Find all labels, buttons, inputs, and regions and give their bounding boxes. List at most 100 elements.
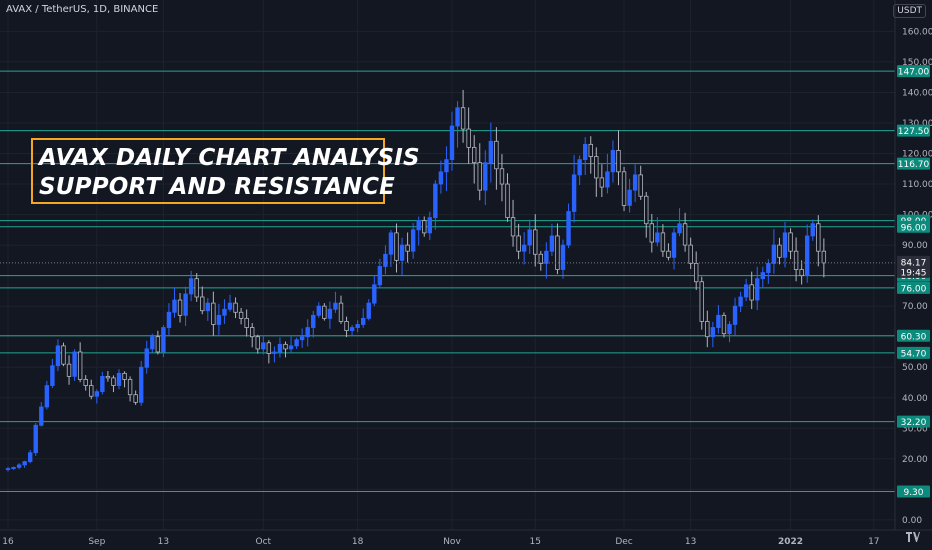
time-axis[interactable]: 16Sep13Oct18Nov15Dec13202217Feb14 bbox=[2, 537, 932, 547]
candle-body bbox=[455, 107, 460, 127]
level-badge-label: 96.00 bbox=[901, 223, 927, 233]
candle-body bbox=[638, 174, 643, 197]
candle-body bbox=[205, 302, 210, 312]
candle bbox=[72, 349, 77, 382]
candle bbox=[549, 223, 555, 256]
candle-body bbox=[499, 168, 505, 185]
price-tick-label: 150.00 bbox=[902, 58, 932, 68]
candle bbox=[721, 312, 727, 338]
candle bbox=[444, 146, 449, 192]
level-badge bbox=[897, 329, 930, 342]
candle bbox=[39, 402, 44, 427]
candle bbox=[216, 303, 222, 335]
candle-body bbox=[144, 348, 149, 368]
candle bbox=[566, 203, 571, 249]
candle bbox=[810, 219, 815, 241]
candle-body bbox=[283, 343, 288, 350]
candle bbox=[322, 303, 327, 321]
candle bbox=[638, 165, 643, 200]
candle-body bbox=[460, 107, 466, 130]
candle bbox=[244, 309, 249, 337]
candle-body bbox=[682, 223, 688, 246]
candle-body bbox=[27, 452, 33, 462]
candle-body bbox=[316, 305, 321, 316]
time-tick-label: Nov bbox=[443, 537, 461, 547]
candle bbox=[394, 223, 399, 273]
candle-body bbox=[322, 305, 327, 319]
candle bbox=[133, 390, 138, 405]
candle bbox=[288, 336, 294, 353]
candle bbox=[277, 337, 283, 358]
price-tick-label: 120.00 bbox=[902, 150, 932, 160]
candle bbox=[710, 321, 716, 348]
candle-body bbox=[766, 263, 771, 273]
candle bbox=[727, 321, 732, 343]
time-tick-label: Oct bbox=[256, 537, 272, 547]
candle-body bbox=[544, 250, 549, 264]
candle bbox=[105, 371, 111, 382]
candle bbox=[571, 154, 577, 223]
candle bbox=[50, 358, 55, 388]
candle bbox=[305, 319, 310, 347]
candle bbox=[100, 371, 105, 395]
level-badges: 147.00127.50116.7098.0096.0080.0076.0060… bbox=[897, 65, 930, 498]
candle-body bbox=[549, 235, 555, 252]
candle bbox=[194, 273, 199, 302]
candle bbox=[127, 376, 133, 402]
candle-body bbox=[705, 321, 710, 338]
candle-body bbox=[238, 311, 244, 319]
candle bbox=[494, 127, 499, 190]
price-tick-label: 20.00 bbox=[902, 455, 928, 465]
candle-body bbox=[555, 235, 560, 270]
candle bbox=[410, 223, 416, 259]
level-badge bbox=[897, 220, 930, 233]
candle bbox=[738, 291, 743, 313]
candle bbox=[44, 380, 50, 410]
candle-body bbox=[399, 244, 405, 261]
time-tick-label: 18 bbox=[352, 537, 364, 547]
candle-body bbox=[438, 171, 444, 185]
candle-body bbox=[471, 146, 477, 164]
time-tick-label: 2022 bbox=[778, 537, 803, 547]
candle bbox=[743, 278, 749, 302]
candle bbox=[188, 270, 194, 302]
candle bbox=[161, 325, 166, 358]
candle-body bbox=[55, 345, 61, 367]
candle bbox=[449, 111, 455, 171]
candle-body bbox=[249, 327, 255, 338]
candle-body bbox=[422, 220, 427, 234]
candle bbox=[316, 302, 321, 318]
tv-logo-icon[interactable] bbox=[906, 532, 920, 545]
candle bbox=[460, 89, 466, 143]
currency-button[interactable]: USDT bbox=[893, 4, 926, 18]
candle-body bbox=[743, 284, 749, 298]
candle-body bbox=[333, 302, 338, 310]
candle-body bbox=[644, 195, 649, 225]
symbol-title[interactable]: AVAX / TetherUS, 1D, BINANCE bbox=[6, 4, 159, 15]
candle bbox=[11, 466, 16, 470]
candle-body bbox=[244, 317, 249, 328]
candle-body bbox=[83, 379, 88, 386]
candle bbox=[327, 301, 333, 329]
candle bbox=[705, 310, 710, 348]
candle bbox=[55, 339, 61, 372]
candle-body bbox=[338, 302, 344, 322]
candle bbox=[760, 266, 765, 289]
candle-body bbox=[116, 372, 122, 386]
candle-body bbox=[394, 232, 399, 261]
candle-body bbox=[477, 162, 482, 191]
candle bbox=[699, 276, 704, 330]
candle-body bbox=[599, 177, 605, 188]
candle bbox=[433, 180, 438, 230]
time-tick-label: Sep bbox=[88, 537, 105, 547]
candle bbox=[16, 463, 22, 470]
candle bbox=[438, 160, 444, 194]
current-price-badge bbox=[897, 255, 930, 278]
candle-body bbox=[155, 336, 161, 353]
candle-body bbox=[311, 314, 316, 328]
time-tick-label: 13 bbox=[158, 537, 169, 547]
time-tick-label: 15 bbox=[530, 537, 541, 547]
candle bbox=[205, 298, 210, 321]
candle-body bbox=[94, 391, 99, 397]
